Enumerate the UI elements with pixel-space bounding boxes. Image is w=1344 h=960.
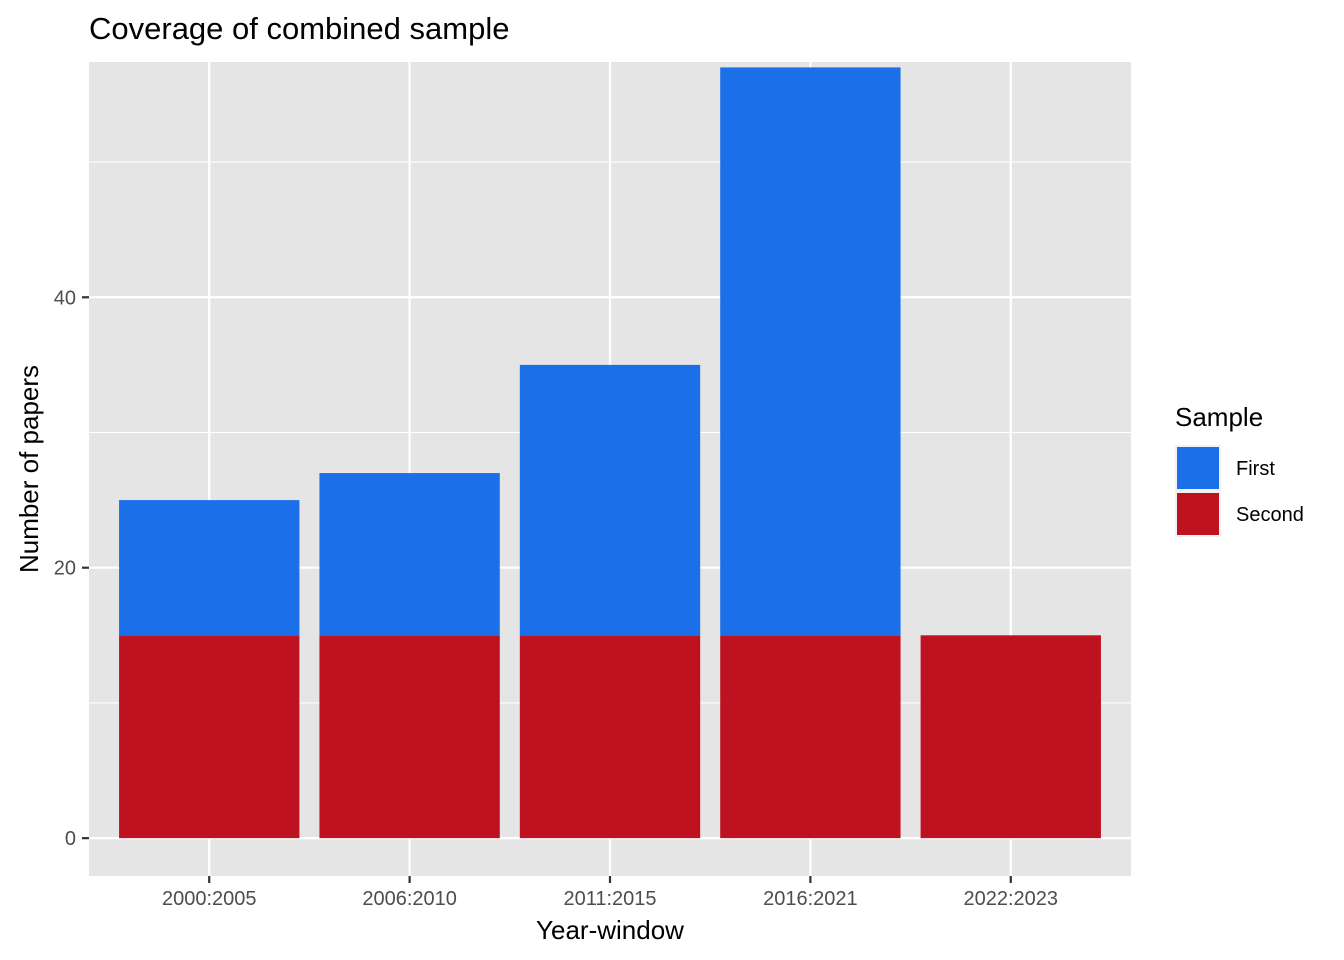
bar-first-2006-2010 bbox=[319, 473, 500, 636]
y-tick-label: 0 bbox=[65, 828, 76, 850]
legend-title: Sample bbox=[1175, 402, 1263, 432]
y-tick-label: 20 bbox=[54, 558, 76, 580]
bar-second-2016-2021 bbox=[720, 635, 901, 839]
x-tick-label: 2011:2015 bbox=[563, 888, 656, 910]
legend: Sample First Second bbox=[1175, 402, 1304, 537]
x-tick-label: 2000:2005 bbox=[162, 888, 257, 910]
x-tick-label: 2022:2023 bbox=[963, 888, 1058, 910]
legend-swatch-first bbox=[1177, 447, 1219, 489]
y-axis-title: Number of papers bbox=[14, 365, 44, 573]
bar-second-2000-2005 bbox=[119, 635, 300, 839]
bar-second-2011-2015 bbox=[519, 635, 701, 839]
x-tick-label: 2016:2021 bbox=[763, 888, 858, 910]
x-axis: 2000:2005 2006:2010 2011:2015 2016:2021 2022… bbox=[162, 876, 1058, 910]
bars bbox=[119, 67, 1101, 839]
bar-second-2006-2010 bbox=[319, 635, 500, 839]
y-axis: 0 20 40 bbox=[54, 287, 89, 850]
y-tick-label: 40 bbox=[54, 287, 76, 309]
legend-label-second: Second bbox=[1236, 504, 1304, 526]
legend-swatch-second bbox=[1177, 493, 1219, 535]
x-axis-title: Year-window bbox=[536, 915, 684, 945]
legend-label-first: First bbox=[1236, 458, 1275, 480]
bar-first-2016-2021 bbox=[720, 67, 901, 636]
chart-title: Coverage of combined sample bbox=[89, 11, 509, 46]
x-tick-label: 2006:2010 bbox=[362, 888, 457, 910]
bar-first-2011-2015 bbox=[519, 364, 701, 636]
bar-second-2022-2023 bbox=[920, 635, 1101, 839]
bar-first-2000-2005 bbox=[119, 500, 300, 636]
